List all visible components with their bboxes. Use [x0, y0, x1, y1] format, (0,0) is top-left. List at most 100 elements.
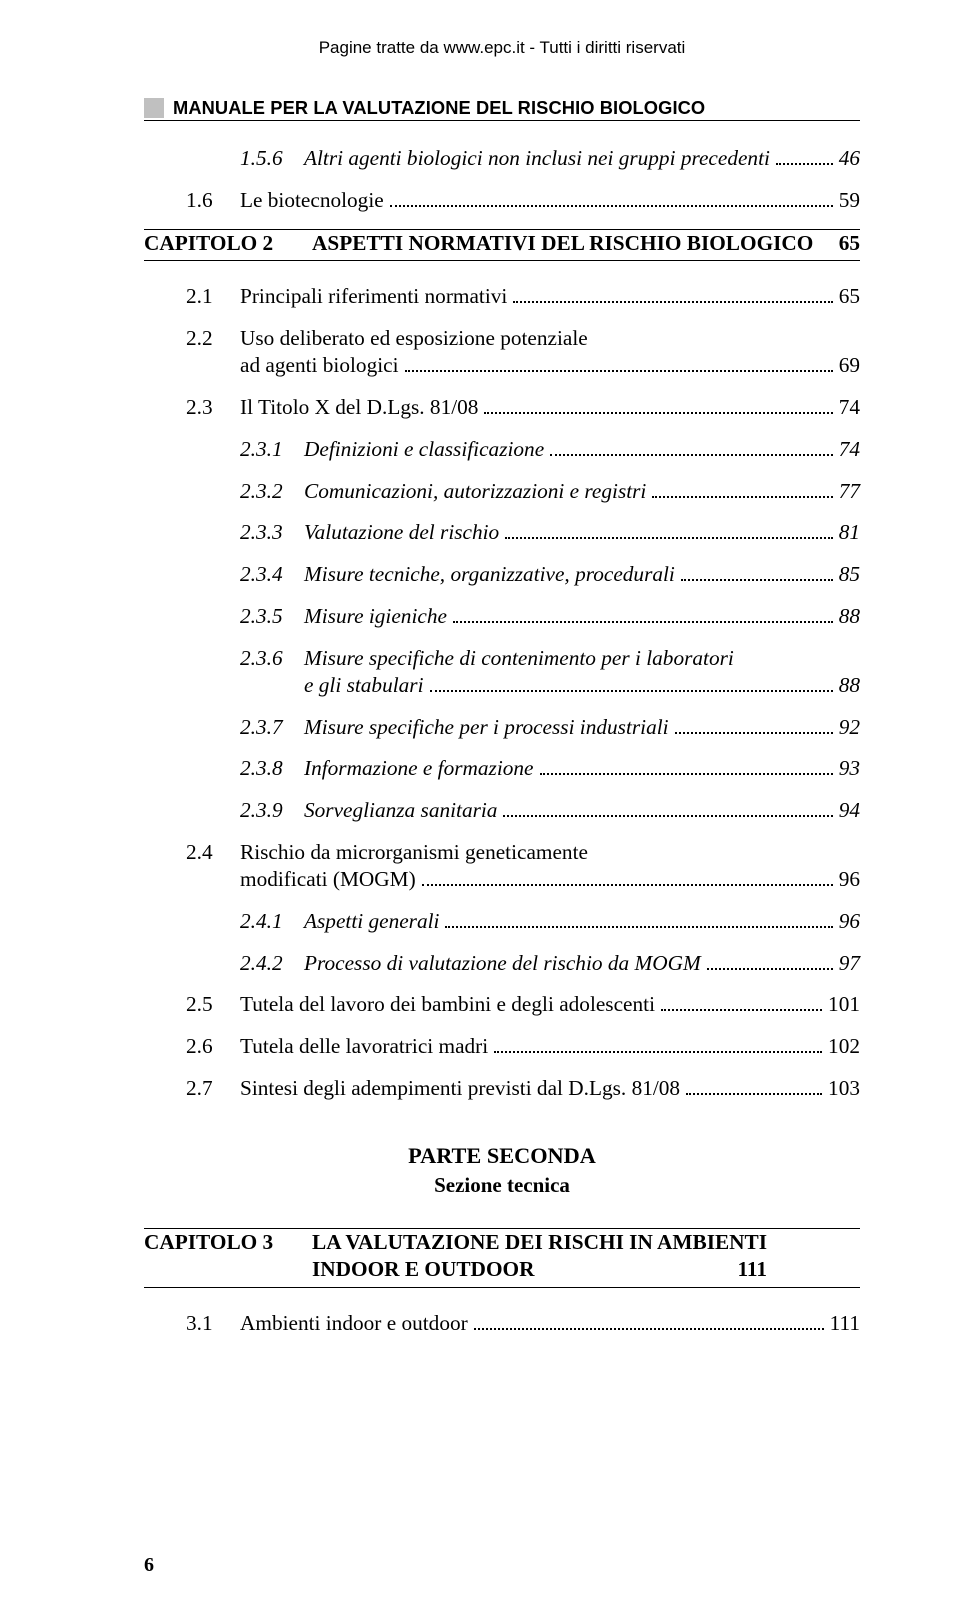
toc-num: 2.3.6	[240, 645, 304, 672]
toc-page: 94	[839, 797, 860, 824]
toc-page: 88	[839, 672, 860, 699]
toc-page: 74	[839, 394, 860, 421]
toc-label: Informazione e formazione	[304, 755, 534, 782]
manual-title-row: MANUALE PER LA VALUTAZIONE DEL RISCHIO B…	[144, 97, 860, 119]
toc-entry: 2.5Tutela del lavoro dei bambini e degli…	[186, 991, 860, 1018]
toc-label: Uso deliberato ed esposizione potenziale	[240, 325, 588, 352]
parte-block: PARTE SECONDA Sezione tecnica	[144, 1142, 860, 1199]
toc-label: Altri agenti biologici non inclusi nei g…	[304, 145, 770, 172]
manual-title: MANUALE PER LA VALUTAZIONE DEL RISCHIO B…	[173, 97, 705, 119]
parte-main: PARTE SECONDA	[144, 1142, 860, 1170]
toc-entry: 2.1Principali riferimenti normativi 65	[186, 283, 860, 310]
toc-leader	[453, 608, 833, 623]
cap2-label: CAPITOLO 2	[144, 230, 312, 257]
toc-label: Definizioni e classificazione	[304, 436, 544, 463]
toc-leader	[540, 761, 833, 776]
toc-leader	[505, 525, 832, 540]
toc-label: Valutazione del rischio	[304, 519, 499, 546]
toc-num: 2.3.9	[240, 797, 304, 824]
cap3-title-line: INDOOR E OUTDOOR	[312, 1256, 727, 1283]
toc-entry: 2.3.7Misure specifiche per i processi in…	[240, 714, 860, 741]
toc-num: 2.7	[186, 1075, 240, 1102]
toc-leader	[675, 719, 833, 734]
toc-label: Aspetti generali	[304, 908, 439, 935]
toc-page: 97	[839, 950, 860, 977]
toc-leader	[422, 871, 833, 886]
toc-leader	[652, 483, 832, 498]
toc-leader	[503, 802, 832, 817]
toc-page: 101	[828, 991, 860, 1018]
toc-entry: 2.3.3Valutazione del rischio 81	[240, 519, 860, 546]
toc-entry: 2.3.1Definizioni e classificazione74	[240, 436, 860, 463]
toc-num: 3.1	[186, 1310, 240, 1337]
toc-page: 92	[839, 714, 860, 741]
cap3-rule-bot	[144, 1287, 860, 1288]
toc-page: 96	[839, 908, 860, 935]
toc-entry: 2.6Tutela delle lavoratrici madri102	[186, 1033, 860, 1060]
toc-leader	[484, 399, 832, 414]
toc-leader	[707, 955, 833, 970]
toc-entry: 1.6Le biotecnologie59	[186, 187, 860, 214]
toc-leader	[405, 357, 833, 372]
toc-num: 2.5	[186, 991, 240, 1018]
cap3-title: LA VALUTAZIONE DEI RISCHI IN AMBIENTIIND…	[312, 1229, 767, 1283]
toc-label: Rischio da microrganismi geneticamente	[240, 839, 588, 866]
toc-label: Tutela delle lavoratrici madri	[240, 1033, 488, 1060]
toc-page: 103	[828, 1075, 860, 1102]
toc-label: Principali riferimenti normativi	[240, 283, 507, 310]
toc-entry: 2.2Uso deliberato ed esposizione potenzi…	[186, 325, 860, 379]
toc-entry: 2.7Sintesi degli adempimenti previsti da…	[186, 1075, 860, 1102]
toc-num: 2.4.1	[240, 908, 304, 935]
toc-label: Ambienti indoor e outdoor	[240, 1310, 468, 1337]
toc-num: 2.6	[186, 1033, 240, 1060]
toc-num: 2.3	[186, 394, 240, 421]
toc-entry: 2.3.5Misure igieniche88	[240, 603, 860, 630]
toc-page: 85	[839, 561, 860, 588]
toc-label: Sintesi degli adempimenti previsti dal D…	[240, 1075, 680, 1102]
toc-page: 59	[839, 187, 860, 214]
toc-label: Sorveglianza sanitaria	[304, 797, 497, 824]
toc-label: Il Titolo X del D.Lgs. 81/08	[240, 394, 478, 421]
toc-leader	[661, 996, 822, 1011]
toc-leader	[474, 1315, 824, 1330]
toc-num: 2.3.3	[240, 519, 304, 546]
toc-num: 2.2	[186, 325, 240, 352]
toc-num: 2.3.7	[240, 714, 304, 741]
toc-leader	[686, 1080, 822, 1095]
toc-label: Processo di valutazione del rischio da M…	[304, 950, 701, 977]
toc-num: 2.1	[186, 283, 240, 310]
toc-entry: 2.4Rischio da microrganismi geneticament…	[186, 839, 860, 893]
toc-entry: 2.4.1Aspetti generali 96	[240, 908, 860, 935]
toc-num: 2.3.2	[240, 478, 304, 505]
toc-page: 77	[839, 478, 860, 505]
toc: 1.5.6Altri agenti biologici non inclusi …	[144, 145, 860, 1337]
toc-label: Le biotecnologie	[240, 187, 384, 214]
toc-page: 65	[839, 283, 860, 310]
title-block-icon	[144, 98, 164, 118]
toc-entry: 2.3.8Informazione e formazione93	[240, 755, 860, 782]
cap2-page: 65	[839, 230, 860, 257]
toc-label: Misure igieniche	[304, 603, 447, 630]
toc-page: 81	[839, 519, 860, 546]
toc-page: 46	[839, 145, 860, 172]
toc-label: modificati (MOGM)	[240, 866, 416, 893]
toc-leader	[681, 566, 833, 581]
cap3-row: CAPITOLO 3 LA VALUTAZIONE DEI RISCHI IN …	[144, 1229, 860, 1283]
toc-leader	[445, 913, 832, 928]
toc-label: Comunicazioni, autorizzazioni e registri	[304, 478, 646, 505]
cap2-row: CAPITOLO 2 ASPETTI NORMATIVI DEL RISCHIO…	[144, 230, 860, 257]
toc-num: 1.5.6	[240, 145, 304, 172]
toc-entry: 1.5.6Altri agenti biologici non inclusi …	[240, 145, 860, 172]
toc-page: 93	[839, 755, 860, 782]
toc-leader	[513, 289, 832, 304]
toc-label: Misure specifiche per i processi industr…	[304, 714, 669, 741]
toc-entry: 2.4.2Processo di valutazione del rischio…	[240, 950, 860, 977]
toc-leader	[550, 441, 833, 456]
cap3-title-line: LA VALUTAZIONE DEI RISCHI IN AMBIENTI	[312, 1229, 767, 1256]
cap2-title: ASPETTI NORMATIVI DEL RISCHIO BIOLOGICO	[312, 230, 829, 257]
title-rule	[144, 120, 860, 121]
toc-page: 69	[839, 352, 860, 379]
toc-entry: 2.3.9Sorveglianza sanitaria 94	[240, 797, 860, 824]
toc-leader	[494, 1038, 822, 1053]
parte-sub: Sezione tecnica	[144, 1172, 860, 1198]
